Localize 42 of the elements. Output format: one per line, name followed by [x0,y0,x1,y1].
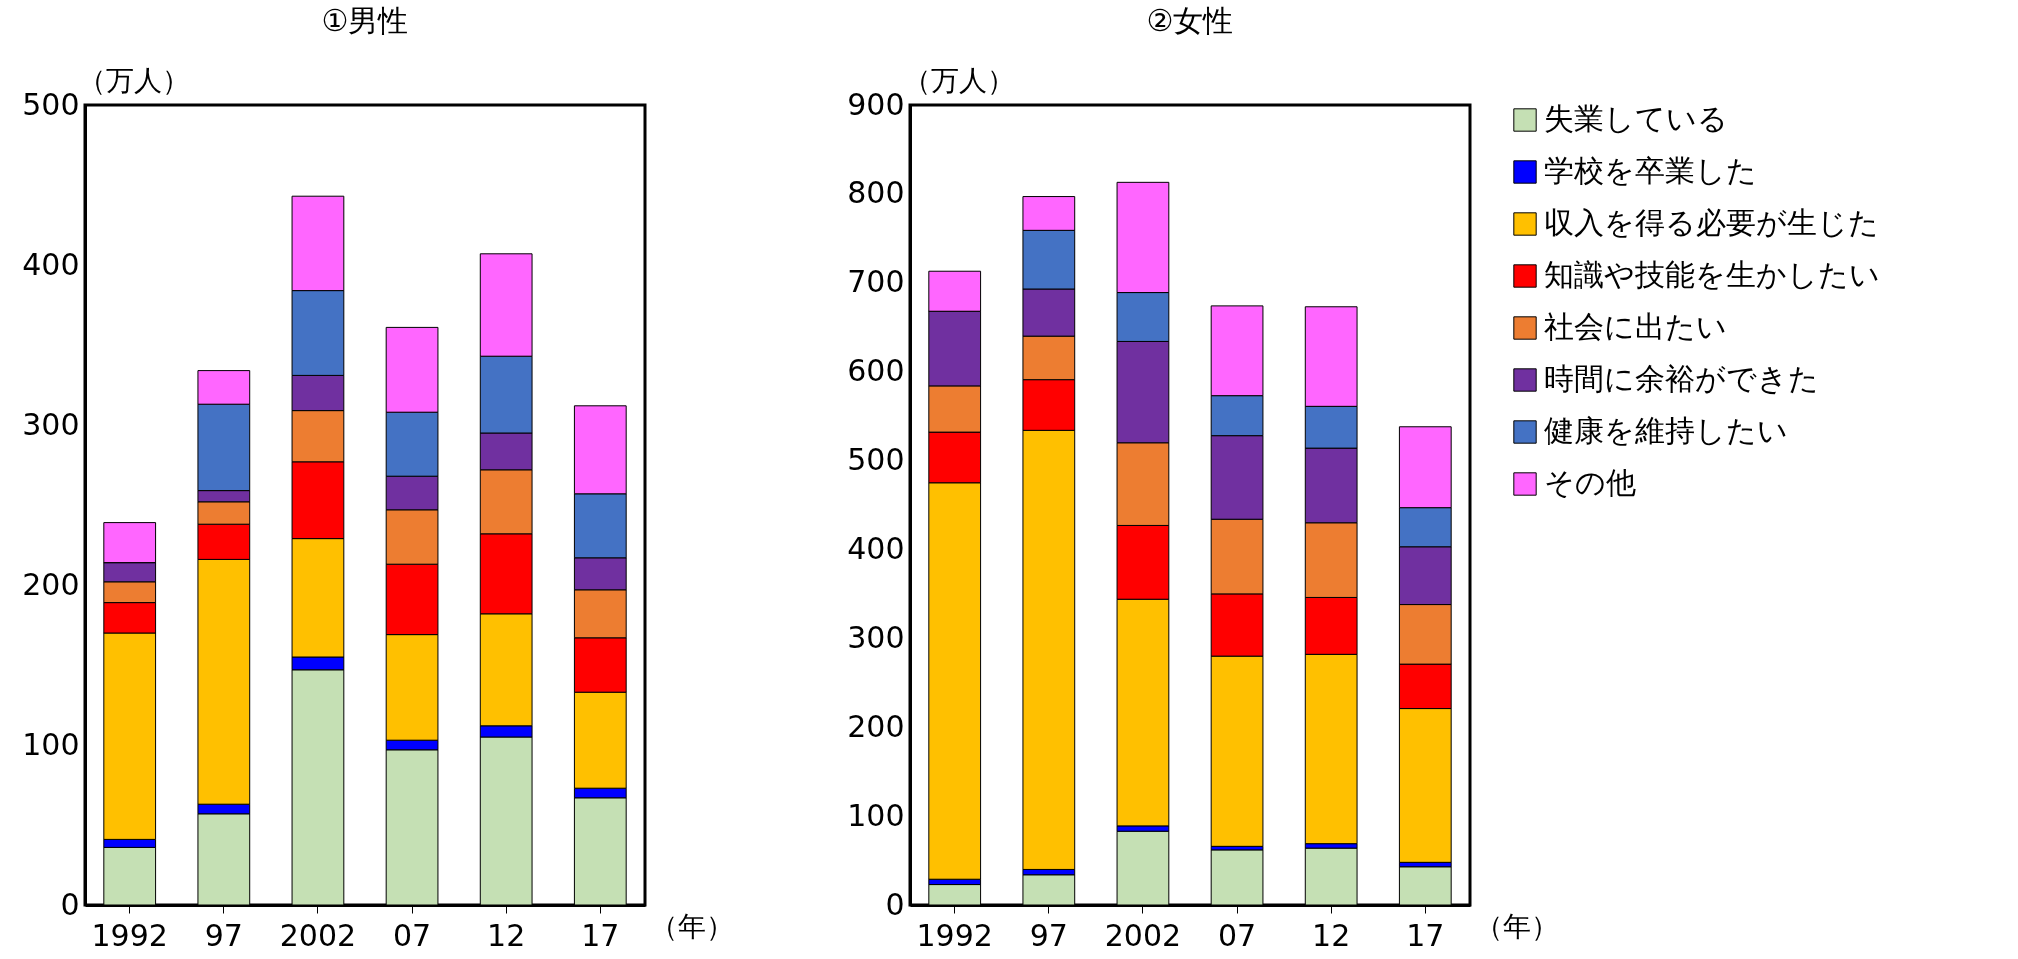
legend-label: 健康を維持したい [1544,413,1788,448]
y-axis-title: （万人） [77,63,190,97]
y-tick-label: 400 [22,246,80,282]
y-tick-label: 500 [22,86,80,122]
x-tick-label: 2002 [279,917,357,953]
y-tick-label: 0 [885,886,905,922]
x-tick-label: 07 [392,917,432,953]
x-tick-label: 1992 [916,917,993,953]
y-tick-label: 800 [847,175,905,211]
x-tick-label: 97 [204,917,243,953]
y-tick-label: 300 [847,619,905,655]
y-tick-label: 700 [847,264,905,300]
chart-title: ①男性 [321,3,409,38]
legend-label: 時間に余裕ができた [1544,361,1819,396]
legend-label: 失業している [1544,101,1728,136]
chart-title: ②女性 [1146,3,1234,38]
x-axis-title: （年） [1474,909,1559,943]
x-axis-title: （年） [649,909,734,943]
y-tick-label: 0 [60,886,80,922]
y-tick-label: 200 [847,708,905,744]
y-tick-label: 600 [847,353,905,389]
y-tick-label: 900 [847,86,905,122]
legend-label: その他 [1544,465,1636,500]
y-tick-label: 400 [847,530,905,566]
y-tick-label: 200 [22,566,80,602]
legend-label: 収入を得る必要が生じた [1544,205,1879,240]
x-tick-label: 07 [1217,917,1257,953]
legend-label: 学校を卒業した [1544,153,1757,188]
y-tick-label: 300 [22,406,80,442]
x-tick-label: 97 [1029,917,1068,953]
x-tick-label: 12 [1312,917,1351,953]
y-axis-title: （万人） [902,63,1015,97]
y-tick-label: 100 [22,726,80,762]
legend-label: 社会に出たい [1544,309,1727,344]
x-tick-label: 1992 [91,917,168,953]
x-tick-label: 2002 [1104,917,1182,953]
x-tick-label: 12 [487,917,526,953]
x-tick-label: 17 [1406,917,1445,953]
x-tick-label: 17 [581,917,620,953]
y-tick-label: 100 [847,797,905,833]
legend-label: 知識や技能を生かしたい [1544,257,1880,292]
y-tick-label: 500 [847,442,905,478]
